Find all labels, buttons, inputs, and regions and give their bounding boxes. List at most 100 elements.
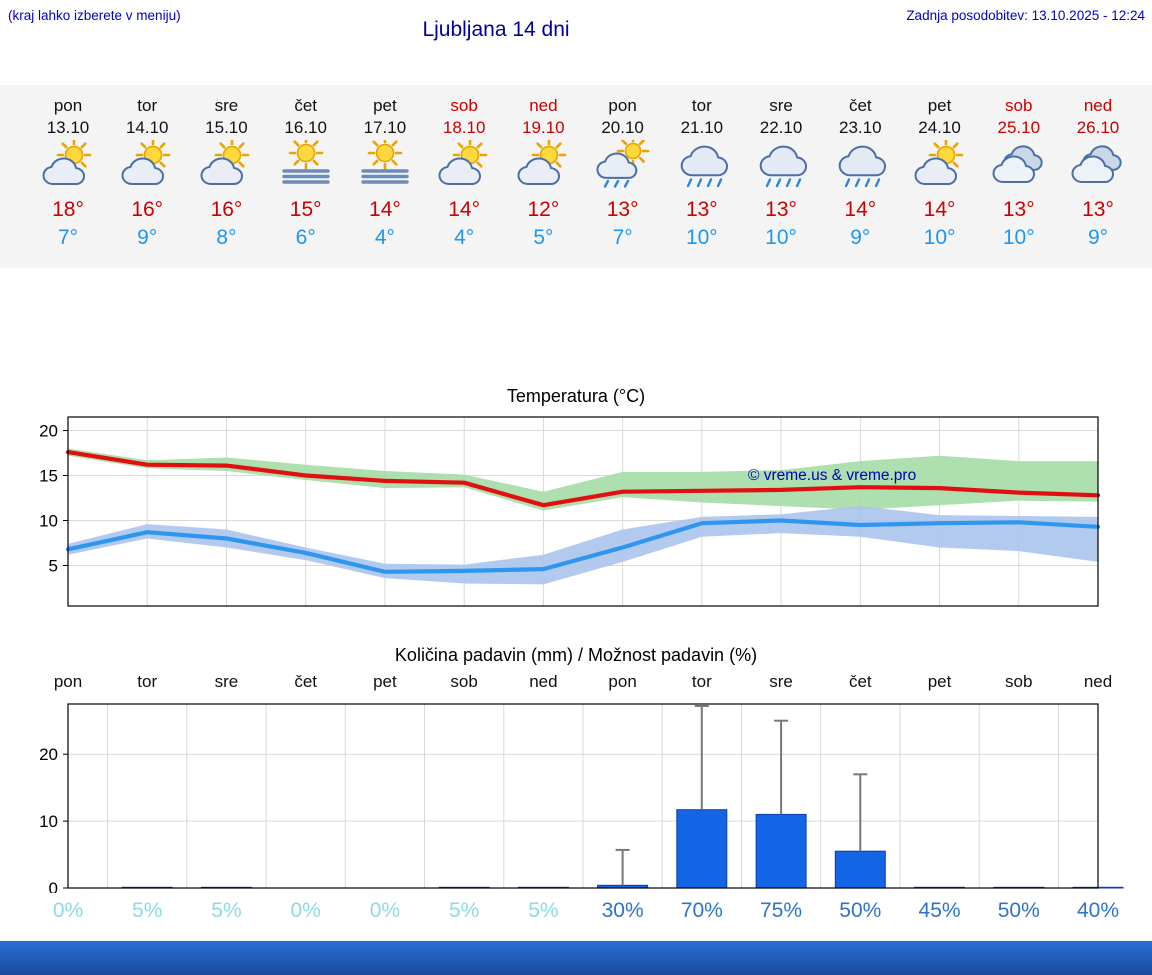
forecast-day[interactable]: ned 19.10 12° 5° (501, 95, 585, 251)
temperature-section: Temperatura (°C) 5 10 15 20 © vreme.us & vre… (0, 386, 1152, 613)
forecast-day[interactable]: čet 16.10 15° 6° (264, 95, 348, 251)
cloudy-icon (977, 140, 1061, 190)
partly-cloudy-icon (501, 140, 585, 190)
menu-hint: (kraj lahko izberete v meniju) (8, 8, 181, 23)
day-date: 22.10 (759, 118, 803, 137)
forecast-day[interactable]: sob 25.10 13° 10° (977, 95, 1061, 251)
precip-chart-title: Količina padavin (mm) / Možnost padavin … (394, 645, 758, 665)
day-date: 21.10 (680, 118, 724, 137)
high-temp: 14° (923, 198, 956, 221)
cloudy-icon (1056, 140, 1140, 190)
day-name: čet (848, 96, 872, 115)
high-temp: 16° (210, 198, 243, 221)
precip-probability-label: 70% (680, 899, 723, 922)
precip-day-axis: pon tor sre čet pet sob ned pon tor sre čet pet sob n… (0, 672, 1152, 698)
day-date: 23.10 (839, 118, 882, 137)
low-temp: 10° (765, 226, 797, 249)
forecast-day[interactable]: tor 14.10 16° 9° (105, 95, 189, 251)
high-temp: 15° (289, 198, 322, 221)
fog-sun-icon (264, 140, 348, 190)
temperature-chart-title: Temperatura (°C) (506, 386, 646, 406)
precip-day-label: sob (450, 672, 478, 691)
precip-probability-row: 0% 5% 5% 0% 0% 5% 5% 30% 70% 75% 50% 45% 50% 40% (0, 899, 1152, 937)
temperature-chart: 5 10 15 20 © vreme.us & vreme.pro (39, 416, 1101, 607)
high-temp: 14° (844, 198, 877, 221)
forecast-day[interactable]: pet 24.10 14° 10° (898, 95, 982, 251)
low-temp: 7° (57, 226, 79, 249)
partly-cloudy-icon (26, 140, 110, 190)
header: (kraj lahko izberete v meniju) Ljubljana… (0, 0, 1152, 85)
high-temp: 13° (606, 198, 639, 221)
precip-probability-label: 50% (997, 899, 1040, 922)
precip-day-label: pon (53, 672, 83, 691)
forecast-day[interactable]: pet 17.10 14° 4° (343, 95, 427, 251)
forecast-day[interactable]: tor 21.10 13° 10° (660, 95, 744, 251)
day-name: tor (691, 96, 712, 115)
day-name: čet (294, 96, 318, 115)
precip-day-label: ned (1083, 672, 1113, 691)
precip-probability-label: 5% (448, 899, 480, 922)
sun-rain-icon (581, 140, 665, 190)
day-date: 16.10 (284, 118, 327, 137)
svg-text:20: 20 (39, 422, 58, 441)
precip-day-label: pet (927, 672, 952, 691)
high-temp: 14° (369, 198, 401, 221)
precip-probability-label: 50% (839, 899, 882, 922)
day-date: 13.10 (46, 118, 90, 137)
low-temp: 10° (1002, 226, 1035, 249)
forecast-day[interactable]: pon 13.10 18° 7° (26, 95, 110, 251)
last-updated: Zadnja posodobitev: 13.10.2025 - 12:24 (906, 8, 1145, 23)
low-temp: 5° (533, 226, 554, 249)
high-temp: 18° (52, 198, 84, 221)
high-temp: 14° (448, 198, 481, 221)
svg-text:15: 15 (39, 467, 58, 486)
low-temp: 4° (454, 226, 475, 249)
day-date: 19.10 (522, 118, 565, 137)
partly-cloudy-icon (105, 140, 189, 190)
forecast-day[interactable]: pon 20.10 13° 7° (581, 95, 665, 251)
day-date: 14.10 (125, 118, 169, 137)
day-date: 20.10 (601, 118, 644, 137)
precip-probability-label: 0% (52, 899, 84, 922)
precip-probability-label: 40% (1076, 899, 1120, 922)
precip-probability-label: 75% (760, 899, 803, 922)
precipitation-section: Količina padavin (mm) / Možnost padavin … (0, 645, 1152, 937)
precip-probability-label: 30% (601, 899, 644, 922)
forecast-day[interactable]: sob 18.10 14° 4° (422, 95, 506, 251)
watermark-link[interactable]: © vreme.us & vreme.pro (748, 467, 916, 484)
day-date: 24.10 (918, 118, 961, 137)
svg-text:10: 10 (39, 512, 58, 531)
forecast-day[interactable]: sre 22.10 13° 10° (739, 95, 823, 251)
precip-day-label: sre (769, 672, 793, 691)
forecast-day[interactable]: sre 15.10 16° 8° (184, 95, 268, 251)
precip-probability-label: 45% (918, 899, 961, 922)
precipitation-chart: 0 10 20 (39, 703, 1124, 893)
footer-bar (0, 941, 1152, 975)
precip-day-label: pet (373, 672, 397, 691)
day-name: sob (1005, 96, 1033, 115)
rain-icon (660, 140, 744, 190)
partly-cloudy-icon (184, 140, 268, 190)
forecast-day[interactable]: ned 26.10 13° 9° (1056, 95, 1140, 251)
low-temp: 4° (374, 226, 395, 249)
precip-probability-label: 5% (528, 899, 559, 922)
precip-probability-label: 5% (132, 899, 163, 922)
svg-text:0: 0 (49, 879, 58, 893)
partly-cloudy-icon (898, 140, 982, 190)
day-date: 26.10 (1076, 118, 1120, 137)
precip-day-label: sob (1005, 672, 1033, 691)
day-date: 17.10 (363, 118, 407, 137)
day-name: pon (608, 96, 637, 115)
precip-day-label: sre (214, 672, 239, 691)
rain-icon (818, 140, 902, 190)
precip-day-label: pon (608, 672, 637, 691)
fog-sun-icon (343, 140, 427, 190)
low-temp: 7° (612, 226, 633, 249)
precip-day-label: tor (137, 672, 158, 691)
day-name: pon (53, 96, 83, 115)
forecast-day[interactable]: čet 23.10 14° 9° (818, 95, 902, 251)
page-title: Ljubljana 14 dni (422, 18, 570, 41)
svg-text:5: 5 (49, 557, 58, 576)
day-name: tor (137, 96, 158, 115)
low-temp: 9° (1087, 226, 1109, 249)
